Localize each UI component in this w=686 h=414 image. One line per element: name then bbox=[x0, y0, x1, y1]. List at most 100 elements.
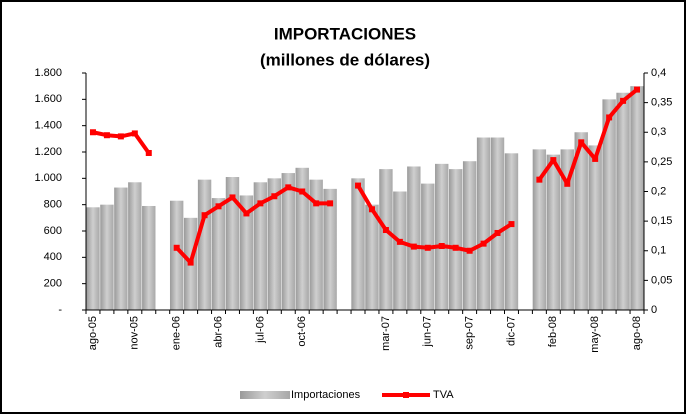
y-tick-label: 1.800 bbox=[34, 67, 62, 79]
line-marker bbox=[313, 200, 320, 207]
y-tick-label: 800 bbox=[44, 199, 62, 211]
bar bbox=[197, 179, 212, 310]
line-marker bbox=[355, 182, 362, 189]
legend-label: Importaciones bbox=[291, 389, 361, 401]
x-tick-label: ago-05 bbox=[87, 316, 99, 350]
bar bbox=[393, 191, 407, 310]
line-marker bbox=[89, 129, 96, 136]
x-tick-label: sep-07 bbox=[464, 316, 476, 350]
bar bbox=[114, 187, 128, 310]
bar bbox=[239, 195, 254, 310]
line-marker bbox=[564, 180, 571, 187]
line-marker bbox=[382, 227, 389, 234]
line-marker bbox=[229, 194, 236, 201]
line-marker bbox=[410, 243, 417, 250]
line-marker bbox=[536, 176, 543, 183]
bar bbox=[142, 205, 156, 310]
y2-tick-label: 0,25 bbox=[651, 156, 672, 168]
x-tick-label: jun-07 bbox=[422, 316, 434, 348]
y-tick-label: 600 bbox=[44, 225, 62, 237]
bar bbox=[253, 182, 268, 310]
line-marker bbox=[438, 243, 445, 250]
line-marker bbox=[327, 200, 334, 207]
line-marker bbox=[145, 149, 152, 156]
line-marker bbox=[215, 203, 222, 210]
bar bbox=[476, 137, 491, 310]
bar bbox=[616, 92, 630, 310]
line-marker bbox=[634, 86, 641, 93]
bar bbox=[588, 145, 602, 310]
bar bbox=[630, 86, 644, 311]
line-marker bbox=[578, 139, 585, 146]
line-marker bbox=[606, 114, 613, 121]
chart-title: IMPORTACIONES bbox=[274, 24, 416, 43]
bar bbox=[435, 163, 449, 310]
y2-tick-label: 0,05 bbox=[651, 274, 672, 286]
bar bbox=[351, 178, 365, 310]
line-marker bbox=[187, 259, 194, 266]
bar bbox=[86, 207, 100, 310]
bar bbox=[602, 99, 616, 310]
x-tick-label: jul-06 bbox=[254, 316, 266, 344]
chart-subtitle: (millones de dólares) bbox=[260, 50, 430, 69]
bar bbox=[504, 153, 519, 310]
x-tick-label: ago-08 bbox=[631, 316, 643, 350]
bar bbox=[462, 161, 477, 310]
line-marker bbox=[285, 184, 292, 191]
y-tick-label: 1.400 bbox=[34, 120, 62, 132]
line-marker bbox=[173, 244, 180, 251]
y-tick-label: - bbox=[58, 304, 62, 316]
line-marker bbox=[271, 193, 278, 200]
line-marker bbox=[117, 133, 124, 140]
bar bbox=[323, 188, 337, 310]
line-marker bbox=[508, 221, 515, 228]
y2-tick-label: 0,4 bbox=[651, 67, 666, 79]
line-marker bbox=[480, 240, 487, 247]
line-marker bbox=[466, 247, 473, 254]
x-tick-label: dic-07 bbox=[505, 316, 517, 346]
line-marker bbox=[550, 157, 557, 164]
y-tick-label: 200 bbox=[44, 278, 62, 290]
y-tick-label: 1.000 bbox=[34, 172, 62, 184]
line-marker bbox=[592, 155, 599, 162]
x-tick-label: abr-06 bbox=[212, 316, 224, 348]
y-tick-label: 400 bbox=[44, 251, 62, 263]
bar bbox=[490, 137, 505, 310]
y2-tick-label: 0,35 bbox=[651, 97, 672, 109]
bar bbox=[211, 198, 226, 310]
line-marker bbox=[201, 212, 208, 219]
y2-tick-label: 0,15 bbox=[651, 215, 672, 227]
line-marker bbox=[494, 229, 501, 236]
x-tick-label: may-08 bbox=[589, 316, 601, 353]
y2-tick-label: 0,2 bbox=[651, 185, 666, 197]
bar bbox=[309, 179, 323, 310]
y2-tick-label: 0 bbox=[651, 304, 657, 316]
line-marker bbox=[396, 238, 403, 245]
bar bbox=[574, 132, 588, 310]
y-tick-label: 1.600 bbox=[34, 93, 62, 105]
line-marker bbox=[103, 132, 110, 139]
x-tick-label: ene-06 bbox=[171, 316, 183, 350]
bar bbox=[546, 154, 561, 310]
bar bbox=[100, 204, 114, 310]
line-marker bbox=[452, 244, 459, 251]
bar bbox=[379, 169, 393, 310]
x-tick-label: nov-05 bbox=[129, 316, 141, 350]
bar bbox=[169, 200, 184, 310]
line-marker bbox=[131, 130, 138, 137]
line-marker bbox=[424, 244, 431, 251]
bar bbox=[128, 182, 142, 310]
bar bbox=[365, 204, 379, 310]
legend-marker bbox=[403, 392, 409, 398]
line-marker bbox=[243, 210, 250, 217]
line-marker bbox=[620, 97, 627, 104]
legend-swatch bbox=[240, 391, 290, 399]
x-tick-label: oct-06 bbox=[296, 316, 308, 347]
y2-tick-label: 0,3 bbox=[651, 126, 666, 138]
line-marker bbox=[257, 200, 264, 207]
bar bbox=[532, 149, 547, 310]
bar bbox=[560, 149, 574, 310]
line-marker bbox=[368, 206, 375, 213]
bar bbox=[295, 167, 309, 310]
